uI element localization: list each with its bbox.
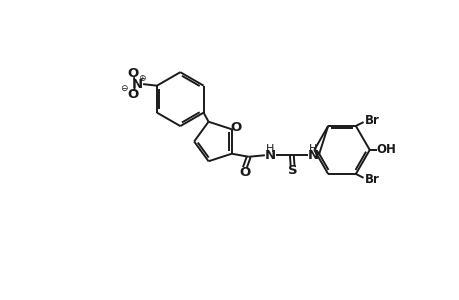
- Text: O: O: [239, 166, 250, 179]
- Text: N: N: [132, 78, 143, 91]
- Text: S: S: [287, 164, 297, 177]
- Text: O: O: [127, 88, 139, 101]
- Text: N: N: [307, 149, 318, 162]
- Text: Br: Br: [364, 114, 380, 127]
- Text: H: H: [308, 144, 317, 154]
- Text: N: N: [264, 149, 275, 162]
- Text: O: O: [230, 121, 241, 134]
- Text: ⊕: ⊕: [138, 74, 146, 83]
- Text: O: O: [127, 67, 139, 80]
- Text: ⊖: ⊖: [120, 84, 127, 93]
- Text: OH: OH: [376, 143, 396, 157]
- Text: Br: Br: [364, 173, 380, 186]
- Text: H: H: [265, 144, 274, 154]
